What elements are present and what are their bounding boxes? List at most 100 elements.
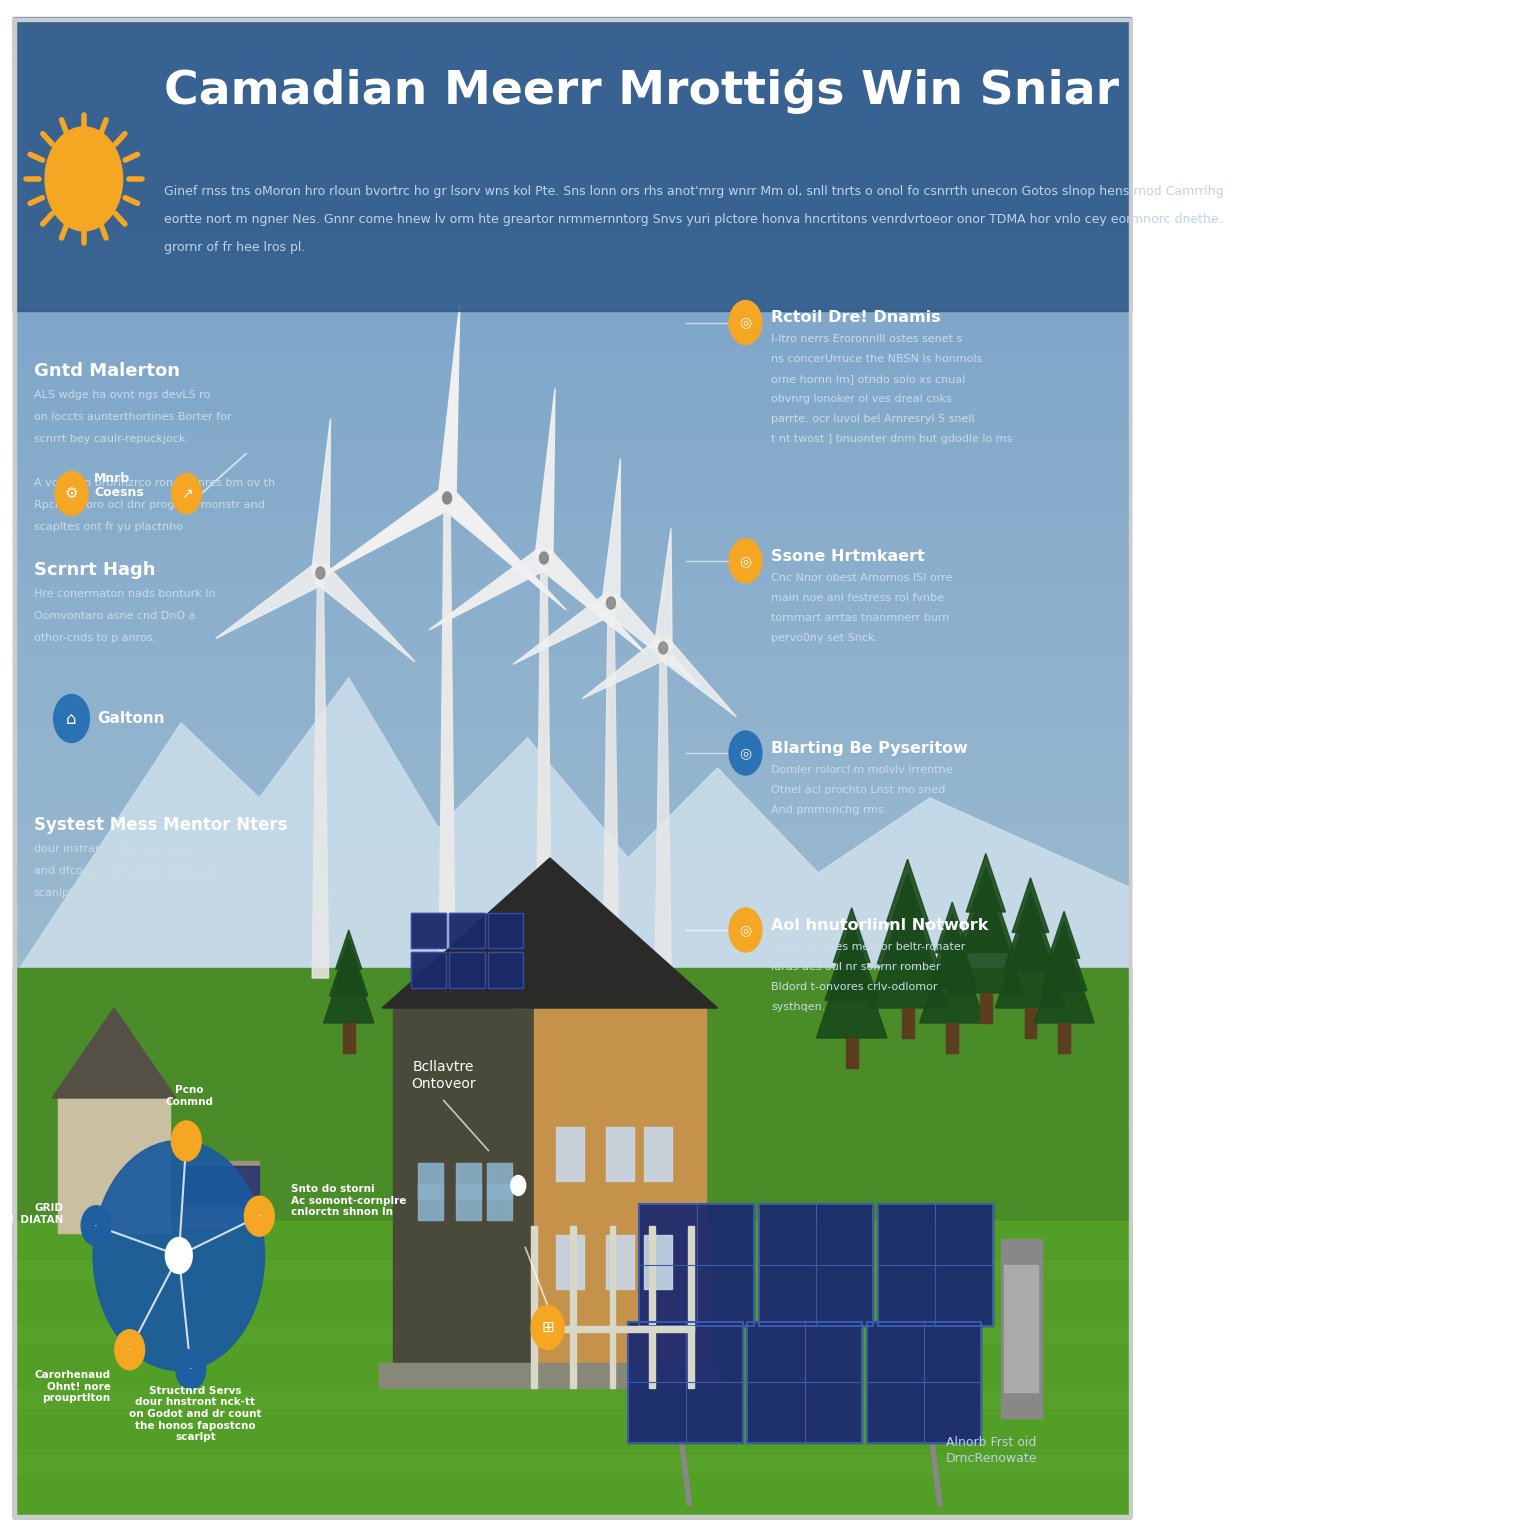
- Text: scanlpt: scanlpt: [34, 888, 74, 899]
- Bar: [866, 1321, 982, 1442]
- Polygon shape: [935, 902, 969, 952]
- Bar: [14, 430, 1130, 438]
- Bar: [14, 1404, 1130, 1413]
- Bar: [14, 280, 1130, 289]
- Bar: [14, 617, 1130, 625]
- Polygon shape: [312, 419, 330, 574]
- Bar: [14, 1367, 1130, 1376]
- Text: And pmmonchg rms.: And pmmonchg rms.: [771, 805, 888, 816]
- Polygon shape: [52, 1008, 175, 1098]
- Bar: [14, 490, 1130, 498]
- Bar: [14, 295, 1130, 303]
- Bar: [14, 917, 1130, 926]
- Polygon shape: [14, 677, 1130, 978]
- Bar: [14, 444, 1130, 453]
- Text: Hre conermaton nads bonturk In: Hre conermaton nads bonturk In: [34, 588, 215, 599]
- Bar: [14, 144, 1130, 154]
- Bar: [14, 1172, 1130, 1181]
- Polygon shape: [657, 637, 736, 717]
- Bar: [14, 1157, 1130, 1166]
- Bar: [556, 1235, 584, 1289]
- Bar: [639, 1204, 754, 1326]
- Bar: [14, 1097, 1130, 1106]
- Text: on loccts aunterthortines Borter for: on loccts aunterthortines Borter for: [34, 412, 230, 421]
- Text: ◎: ◎: [739, 315, 751, 330]
- Bar: [607, 1127, 634, 1181]
- Bar: [14, 18, 1130, 310]
- Circle shape: [730, 301, 762, 344]
- Circle shape: [244, 1197, 275, 1236]
- Bar: [1129, 18, 1130, 1518]
- Polygon shape: [1034, 932, 1094, 1023]
- Bar: [14, 511, 1130, 521]
- Bar: [14, 1502, 1130, 1510]
- Bar: [14, 1281, 1130, 1324]
- Bar: [14, 625, 1130, 633]
- Bar: [14, 40, 1130, 48]
- Bar: [14, 753, 1130, 760]
- Bar: [14, 1187, 1130, 1195]
- Text: Pcno
Conmnd: Pcno Conmnd: [166, 1086, 214, 1107]
- Circle shape: [312, 561, 329, 585]
- Bar: [14, 69, 1130, 78]
- Bar: [14, 872, 1130, 880]
- Bar: [14, 1203, 1130, 1210]
- Bar: [14, 1269, 1130, 1278]
- Circle shape: [730, 731, 762, 776]
- Bar: [14, 1322, 1130, 1330]
- Bar: [14, 797, 1130, 805]
- Bar: [14, 790, 1130, 799]
- Polygon shape: [535, 389, 554, 559]
- Bar: [14, 1104, 1130, 1114]
- Bar: [14, 392, 1130, 401]
- Bar: [14, 962, 1130, 971]
- Bar: [14, 92, 1130, 100]
- Bar: [14, 1344, 1130, 1353]
- Circle shape: [94, 1141, 264, 1370]
- Bar: [14, 121, 1130, 131]
- Text: Structnrd Servs
dour hnstront nck-tt
on Godot and dr count
the honos fapostcno
s: Structnrd Servs dour hnstront nck-tt on …: [129, 1385, 261, 1442]
- Polygon shape: [1012, 877, 1049, 932]
- Bar: [14, 309, 1130, 318]
- Bar: [14, 212, 1130, 221]
- Circle shape: [511, 1175, 525, 1195]
- Bar: [378, 1362, 722, 1389]
- Bar: [14, 805, 1130, 813]
- Bar: [14, 1221, 1130, 1518]
- Bar: [14, 1141, 1130, 1150]
- Bar: [14, 257, 1130, 266]
- Bar: [14, 820, 1130, 828]
- Circle shape: [535, 545, 553, 570]
- Polygon shape: [336, 929, 362, 969]
- Circle shape: [607, 598, 616, 608]
- Bar: [14, 475, 1130, 482]
- Bar: [748, 1321, 862, 1442]
- Bar: [14, 662, 1130, 671]
- Bar: [14, 370, 1130, 378]
- Bar: [14, 550, 1130, 558]
- Bar: [14, 932, 1130, 940]
- Text: ·: ·: [189, 1364, 192, 1375]
- Bar: [14, 737, 1130, 745]
- Circle shape: [115, 1330, 144, 1370]
- Text: parrte. ocr luvol bel Arnresryl S snell: parrte. ocr luvol bel Arnresryl S snell: [771, 415, 975, 424]
- Bar: [14, 415, 1130, 422]
- Bar: [14, 714, 1130, 723]
- Bar: [14, 579, 1130, 588]
- Bar: [14, 1464, 1130, 1473]
- Bar: [14, 639, 1130, 648]
- Bar: [14, 316, 1130, 326]
- Bar: [14, 100, 1130, 108]
- Polygon shape: [14, 677, 1130, 978]
- Bar: [14, 849, 1130, 859]
- Bar: [14, 685, 1130, 693]
- Bar: [14, 1224, 1130, 1233]
- Bar: [14, 925, 1130, 932]
- Text: tornrnart arrtas tnanmnerr burn: tornrnart arrtas tnanmnerr burn: [771, 613, 949, 624]
- Polygon shape: [602, 604, 619, 992]
- Bar: [688, 1226, 694, 1389]
- Bar: [14, 1037, 1130, 1046]
- Bar: [14, 1475, 1130, 1518]
- Circle shape: [316, 567, 326, 579]
- Text: lgbontne tnes mentor beltr-rchater: lgbontne tnes mentor beltr-rchater: [771, 942, 966, 952]
